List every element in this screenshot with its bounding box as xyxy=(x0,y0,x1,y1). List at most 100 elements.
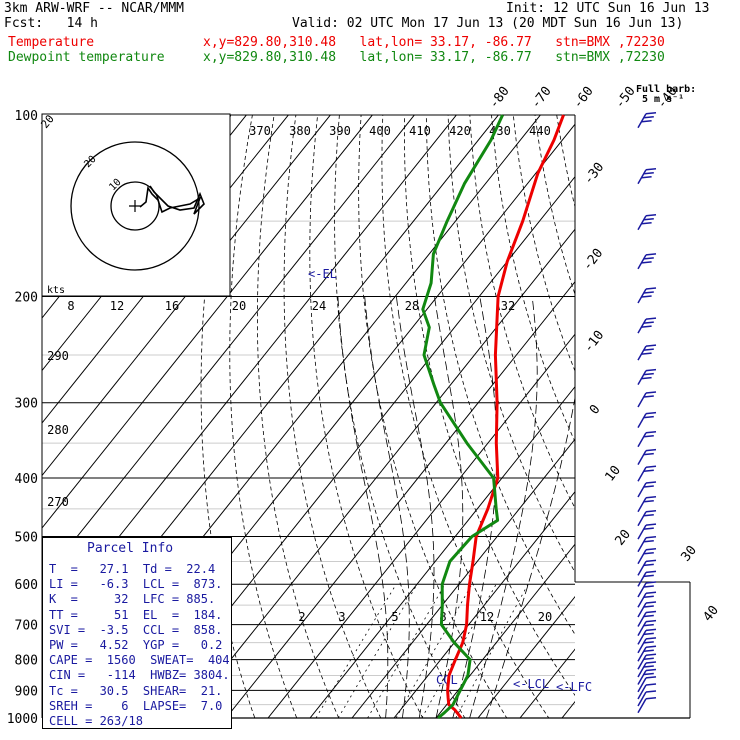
theta-label: 400 xyxy=(369,124,391,138)
moist-adiabat-label: 16 xyxy=(165,299,179,313)
isotherm-right-label: 0 xyxy=(587,402,604,417)
wind-barb xyxy=(637,448,657,465)
wind-barb xyxy=(637,481,657,498)
wind-barb xyxy=(637,676,657,693)
parcel-info-panel: Parcel Info T = 27.1 Td = 22.4 LI = -6.3 … xyxy=(42,537,232,729)
app-title: 3km ARW-WRF -- NCAR/MMM xyxy=(4,1,185,16)
mixing-ratio-label: 3 xyxy=(338,610,345,624)
moist-adiabat-label: 20 xyxy=(232,299,246,313)
hodograph-ring-inner xyxy=(110,181,160,231)
parcel-info-row: CIN = -114 HWBZ= 3804. xyxy=(49,668,230,683)
forecast-hour: Fcst: 14 h xyxy=(4,16,98,31)
wind-barb xyxy=(637,287,657,304)
parcel-info-row: SREH = 6 LAPSE= 7.0 xyxy=(49,698,223,713)
dry-adiabat-line xyxy=(512,115,575,373)
wind-barb xyxy=(637,637,657,654)
wind-barb xyxy=(637,690,657,707)
valid-time: Valid: 02 UTC Mon 17 Jun 13 (20 MDT Sun … xyxy=(292,16,684,31)
dry-adiabat-line xyxy=(534,115,575,296)
isotherm-line xyxy=(183,228,575,718)
parcel-info-row: T = 27.1 Td = 22.4 xyxy=(49,562,216,576)
theta-label: 370 xyxy=(249,124,271,138)
isotherm-line xyxy=(42,115,331,477)
pressure-tick-label: 700 xyxy=(15,619,38,634)
dry-adiabat-line xyxy=(622,115,740,731)
temperature-profile xyxy=(446,114,565,719)
mixing-ratio-label: 20 xyxy=(538,610,552,624)
dry-adiabat-line xyxy=(229,115,298,718)
dewpoint-profile xyxy=(421,114,504,720)
wind-barb xyxy=(637,570,657,587)
dewpoint-legend-label: Dewpoint temperature xyxy=(8,50,165,65)
isotherm-top-label: -60 xyxy=(571,84,597,112)
wind-barb xyxy=(637,523,657,540)
parcel-info-row: LI = -6.3 LCL = 873. xyxy=(49,577,223,592)
parcel-info-row: K = 32 LFC = 885. xyxy=(49,592,216,607)
diagram-series xyxy=(421,114,565,720)
isotherm-line xyxy=(519,648,575,718)
moist-adiabat-line xyxy=(396,296,435,718)
full-barb-legend: Full barb: 5 m s⁻¹ xyxy=(636,85,696,105)
dry-adiabat-line xyxy=(644,115,740,731)
wind-barb xyxy=(637,368,657,386)
wind-barb xyxy=(637,431,657,448)
wind-barb xyxy=(637,548,657,565)
moist-adiabat-line xyxy=(452,296,498,718)
isotherm-line xyxy=(225,280,575,718)
dry-adiabat-line xyxy=(403,115,575,697)
pressure-tick-label: 100 xyxy=(15,109,38,124)
mixing-ratio-lines xyxy=(315,583,529,718)
wind-barb xyxy=(637,591,657,608)
wind-barb xyxy=(637,645,657,662)
wind-barb xyxy=(637,653,657,670)
mixing-ratio-label: 12 xyxy=(480,610,494,624)
pressure-tick-label: 800 xyxy=(15,654,38,669)
parcel-info-row: TT = 51 EL = 184. xyxy=(49,607,223,622)
theta-label: 380 xyxy=(289,124,311,138)
dry-adiabat-line xyxy=(257,115,340,718)
isotherm-line xyxy=(351,438,575,718)
isotherm-line xyxy=(393,490,575,718)
parcel-info-row: Tc = 30.5 SHEAR= 21. xyxy=(49,683,223,698)
wind-barb xyxy=(637,601,657,618)
theta-left-label: 280 xyxy=(47,423,69,437)
wind-barb xyxy=(637,112,657,129)
dry-adiabat-line xyxy=(447,115,575,573)
wind-barbs xyxy=(637,112,657,714)
mixing-ratio-label: 5 xyxy=(391,610,398,624)
temperature-location: x,y=829.80,310.48 lat,lon= 33.17, -86.77… xyxy=(203,35,665,50)
dry-adiabats xyxy=(200,115,740,731)
dewpoint-location: x,y=829.80,310.48 lat,lon= 33.17, -86.77… xyxy=(203,50,665,65)
wind-barb xyxy=(637,465,657,482)
level-label: <-LFC xyxy=(556,680,592,694)
hodograph-trace xyxy=(139,185,205,215)
moist-adiabat-line xyxy=(364,296,410,718)
isotherm-top-label: -50 xyxy=(613,84,639,112)
level-label: CCL xyxy=(436,673,458,687)
moist-adiabat-label: 32 xyxy=(501,299,515,313)
isotherm-line xyxy=(309,385,575,718)
isotherm-line xyxy=(435,543,575,718)
hodograph-units-label: kts xyxy=(47,285,65,296)
dry-adiabat-line xyxy=(600,115,740,731)
hodograph-box xyxy=(41,113,231,297)
isotherm-line xyxy=(477,595,575,718)
dry-adiabat-line xyxy=(425,115,575,636)
dry-adiabat-line xyxy=(358,115,508,718)
wind-barb xyxy=(637,214,657,231)
mixing-ratio-line xyxy=(395,584,473,718)
mixing-ratio-line xyxy=(367,583,446,718)
isotherm-right-label: 20 xyxy=(613,527,634,549)
theta-label: 390 xyxy=(329,124,351,138)
wind-barb xyxy=(637,619,657,636)
moist-adiabat-line xyxy=(337,296,389,718)
pressure-tick-label: 200 xyxy=(15,291,38,306)
temperature-legend-label: Temperature xyxy=(8,35,95,50)
mixing-ratio-line xyxy=(337,583,418,718)
wind-barb xyxy=(637,668,657,685)
dry-adiabat-line xyxy=(579,115,740,731)
moist-adiabat-label: 12 xyxy=(110,299,124,313)
wind-barb xyxy=(637,317,657,334)
full-barb-value: 5 m s⁻¹ xyxy=(642,94,685,105)
isotherm-top-label: -80 xyxy=(487,84,513,112)
